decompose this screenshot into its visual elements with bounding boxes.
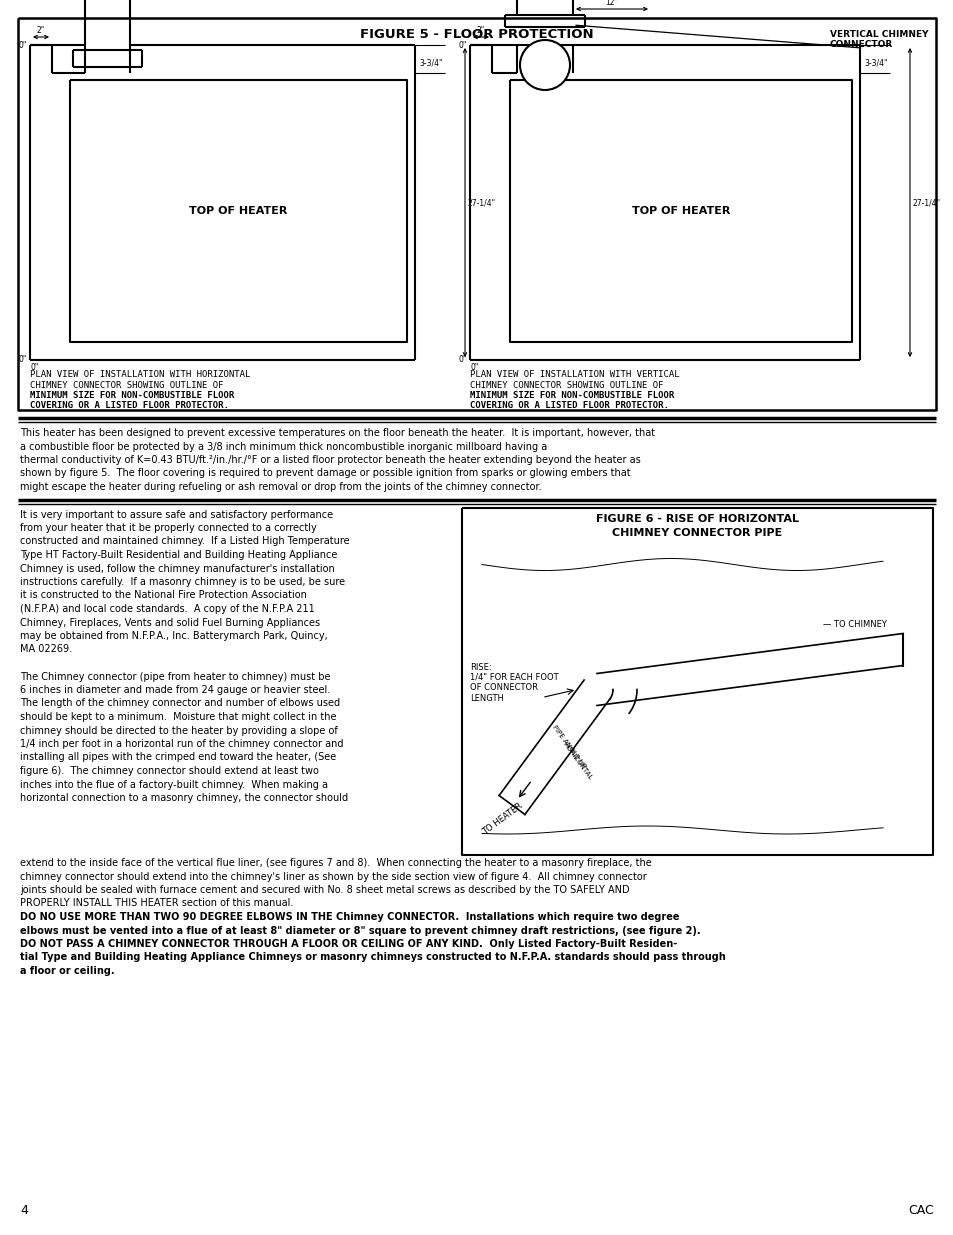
Text: Chimney is used, follow the chimney manufacturer's installation: Chimney is used, follow the chimney manu… xyxy=(20,563,335,573)
Text: This heater has been designed to prevent excessive temperatures on the floor ben: This heater has been designed to prevent… xyxy=(20,429,655,438)
Text: may be obtained from N.F.P.A., Inc. Batterymarch Park, Quincy,: may be obtained from N.F.P.A., Inc. Batt… xyxy=(20,631,328,641)
Text: constructed and maintained chimney.  If a Listed High Temperature: constructed and maintained chimney. If a… xyxy=(20,536,349,547)
Text: — TO CHIMNEY: — TO CHIMNEY xyxy=(822,620,886,629)
Text: from your heater that it be properly connected to a correctly: from your heater that it be properly con… xyxy=(20,522,316,534)
Text: CAC: CAC xyxy=(907,1203,933,1216)
Text: chimney connector should extend into the chimney's liner as shown by the side se: chimney connector should extend into the… xyxy=(20,872,646,882)
Text: should be kept to a minimum.  Moisture that might collect in the: should be kept to a minimum. Moisture th… xyxy=(20,713,336,722)
Text: CHIMNEY CONNECTOR SHOWING OUTLINE OF: CHIMNEY CONNECTOR SHOWING OUTLINE OF xyxy=(470,380,662,389)
Text: It is very important to assure safe and satisfactory performance: It is very important to assure safe and … xyxy=(20,510,333,520)
Text: RISE:
1/4" FOR EACH FOOT
OF CONNECTOR
LENGTH: RISE: 1/4" FOR EACH FOOT OF CONNECTOR LE… xyxy=(470,662,558,703)
Text: a combustible floor be protected by a 3/8 inch minimum thick noncombustible inor: a combustible floor be protected by a 3/… xyxy=(20,441,547,452)
Text: shown by figure 5.  The floor covering is required to prevent damage or possible: shown by figure 5. The floor covering is… xyxy=(20,468,630,478)
Text: 0": 0" xyxy=(471,363,478,372)
Text: MA 02269.: MA 02269. xyxy=(20,645,72,655)
Text: FIGURE 6 - RISE OF HORIZONTAL: FIGURE 6 - RISE OF HORIZONTAL xyxy=(596,514,799,524)
Text: it is constructed to the National Fire Protection Association: it is constructed to the National Fire P… xyxy=(20,590,307,600)
Text: joints should be sealed with furnace cement and secured with No. 8 sheet metal s: joints should be sealed with furnace cem… xyxy=(20,885,629,895)
Text: CHIMNEY CONNECTOR SHOWING OUTLINE OF: CHIMNEY CONNECTOR SHOWING OUTLINE OF xyxy=(30,380,223,389)
Text: a floor or ceiling.: a floor or ceiling. xyxy=(20,966,114,976)
Text: installing all pipes with the crimped end toward the heater, (See: installing all pipes with the crimped en… xyxy=(20,752,335,762)
Text: MINIMUM SIZE FOR NON-COMBUSTIBLE FLOOR: MINIMUM SIZE FOR NON-COMBUSTIBLE FLOOR xyxy=(470,391,674,400)
Text: elbows must be vented into a flue of at least 8" diameter or 8" square to preven: elbows must be vented into a flue of at … xyxy=(20,925,700,935)
Text: 27-1/4": 27-1/4" xyxy=(468,198,496,207)
Text: 6 inches in diameter and made from 24 gauge or heavier steel.: 6 inches in diameter and made from 24 ga… xyxy=(20,685,330,695)
Text: COVERING OR A LISTED FLOOR PROTECTOR.: COVERING OR A LISTED FLOOR PROTECTOR. xyxy=(30,401,229,410)
Text: DO NO USE MORE THAN TWO 90 DEGREE ELBOWS IN THE Chimney CONNECTOR.  Installation: DO NO USE MORE THAN TWO 90 DEGREE ELBOWS… xyxy=(20,911,679,923)
Text: MINIMUM SIZE FOR NON-COMBUSTIBLE FLOOR: MINIMUM SIZE FOR NON-COMBUSTIBLE FLOOR xyxy=(30,391,234,400)
Text: 3-3/4": 3-3/4" xyxy=(863,58,886,68)
Circle shape xyxy=(519,40,569,90)
Text: CHIMNEY CONNECTOR PIPE: CHIMNEY CONNECTOR PIPE xyxy=(612,527,781,537)
Text: 0": 0" xyxy=(30,363,39,372)
Text: figure 6).  The chimney connector should extend at least two: figure 6). The chimney connector should … xyxy=(20,766,318,776)
Text: PIPE ANGLE UP: PIPE ANGLE UP xyxy=(551,725,587,769)
Text: TO HEATER: TO HEATER xyxy=(480,802,524,836)
Text: tial Type and Building Heating Appliance Chimneys or masonry chimneys constructe: tial Type and Building Heating Appliance… xyxy=(20,952,725,962)
Text: PLAN VIEW OF INSTALLATION WITH VERTICAL: PLAN VIEW OF INSTALLATION WITH VERTICAL xyxy=(470,370,679,379)
Text: VERTICAL CHIMNEY
CONNECTOR: VERTICAL CHIMNEY CONNECTOR xyxy=(829,30,927,49)
Text: PROPERLY INSTALL THIS HEATER section of this manual.: PROPERLY INSTALL THIS HEATER section of … xyxy=(20,899,294,909)
Text: PLAN VIEW OF INSTALLATION WITH HORIZONTAL: PLAN VIEW OF INSTALLATION WITH HORIZONTA… xyxy=(30,370,250,379)
Text: 0": 0" xyxy=(458,41,467,49)
Text: thermal conductivity of K=0.43 BTU/ft.²/in./hr./°F or a listed floor protector b: thermal conductivity of K=0.43 BTU/ft.²/… xyxy=(20,454,640,466)
Text: 0": 0" xyxy=(19,356,27,364)
Text: chimney should be directed to the heater by providing a slope of: chimney should be directed to the heater… xyxy=(20,725,337,736)
Text: extend to the inside face of the vertical flue liner, (see figures 7 and 8).  Wh: extend to the inside face of the vertica… xyxy=(20,858,651,868)
Text: The Chimney connector (pipe from heater to chimney) must be: The Chimney connector (pipe from heater … xyxy=(20,672,330,682)
Text: TOP OF HEATER: TOP OF HEATER xyxy=(631,206,729,216)
Text: 2": 2" xyxy=(476,26,485,35)
Text: FIGURE 5 - FLOOR PROTECTION: FIGURE 5 - FLOOR PROTECTION xyxy=(360,28,593,41)
Text: DO NOT PASS A CHIMNEY CONNECTOR THROUGH A FLOOR OR CEILING OF ANY KIND.  Only Li: DO NOT PASS A CHIMNEY CONNECTOR THROUGH … xyxy=(20,939,677,948)
Text: 4: 4 xyxy=(20,1203,28,1216)
Text: (N.F.P.A) and local code standards.  A copy of the N.F.P.A 211: (N.F.P.A) and local code standards. A co… xyxy=(20,604,314,614)
Text: inches into the flue of a factory-built chimney.  When making a: inches into the flue of a factory-built … xyxy=(20,779,328,789)
Text: COVERING OR A LISTED FLOOR PROTECTOR.: COVERING OR A LISTED FLOOR PROTECTOR. xyxy=(470,401,668,410)
Text: Chimney, Fireplaces, Vents and solid Fuel Burning Appliances: Chimney, Fireplaces, Vents and solid Fue… xyxy=(20,618,320,627)
Text: horizontal connection to a masonry chimney, the connector should: horizontal connection to a masonry chimn… xyxy=(20,793,348,803)
Text: The length of the chimney connector and number of elbows used: The length of the chimney connector and … xyxy=(20,699,340,709)
Text: 12": 12" xyxy=(605,0,618,7)
Text: 1/4 inch per foot in a horizontal run of the chimney connector and: 1/4 inch per foot in a horizontal run of… xyxy=(20,739,343,748)
Text: 2": 2" xyxy=(37,26,45,35)
Text: HORIZONTAL: HORIZONTAL xyxy=(561,741,593,782)
Text: 3-3/4": 3-3/4" xyxy=(418,58,442,68)
Text: instructions carefully.  If a masonry chimney is to be used, be sure: instructions carefully. If a masonry chi… xyxy=(20,577,345,587)
Text: Type HT Factory-Built Residential and Building Heating Appliance: Type HT Factory-Built Residential and Bu… xyxy=(20,550,337,559)
Text: 0": 0" xyxy=(458,356,467,364)
Text: 0": 0" xyxy=(19,41,27,49)
Text: 27-1/4": 27-1/4" xyxy=(912,198,941,207)
Text: might escape the heater during refueling or ash removal or drop from the joints : might escape the heater during refueling… xyxy=(20,482,541,492)
Text: TOP OF HEATER: TOP OF HEATER xyxy=(189,206,288,216)
